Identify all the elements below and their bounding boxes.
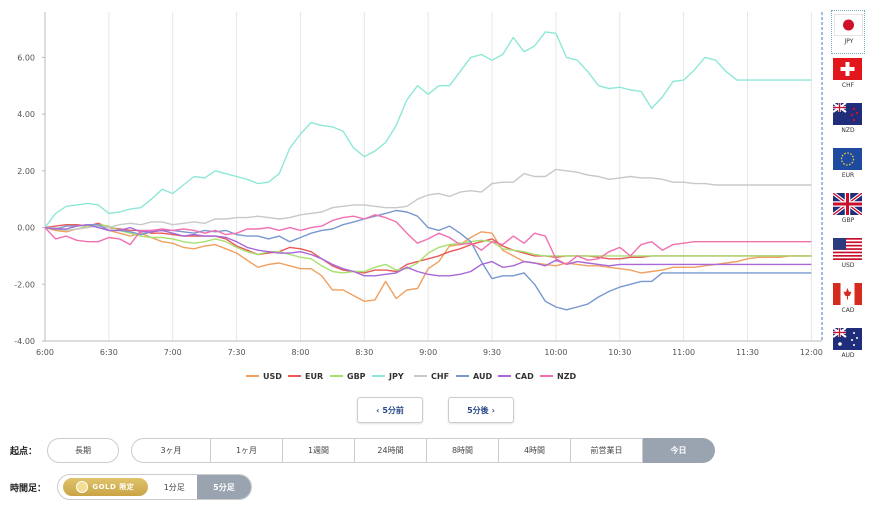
legend-label-aud: AUD — [473, 372, 492, 381]
start-option-long-term[interactable]: 長期 — [47, 438, 119, 463]
x-tick-label: 9:30 — [483, 348, 501, 357]
series-line-usd — [44, 223, 812, 302]
chevron-left-icon: ‹ — [376, 405, 380, 415]
series-line-cad — [44, 223, 812, 277]
currency-code-label: GBP — [841, 217, 855, 224]
x-tick-label: 10:30 — [608, 348, 631, 357]
legend-label-jpy: JPY — [388, 372, 404, 381]
x-tick-label: 8:30 — [355, 348, 373, 357]
flag-aud-icon — [832, 327, 862, 350]
legend-label-cad: CAD — [515, 372, 534, 381]
prev-5min-button[interactable]: ‹ 5分前 — [357, 397, 423, 423]
interval-option-1min[interactable]: 1分足 — [163, 482, 185, 492]
flag-usd-icon — [833, 238, 862, 260]
start-point-selector: 長期 3ヶ月 1ヶ月 1週間 24時間 8時間 4時間 前営業日 今日 — [47, 438, 715, 463]
chart-canvas: 6:00 6:30 7:00 7:30 8:00 8:30 9:00 9:30 10:00 10:… — [14, 12, 823, 381]
flag-chf-icon — [833, 58, 862, 80]
currency-code-label: AUD — [841, 352, 855, 359]
currency-code-label: EUR — [841, 172, 855, 179]
flag-eur-icon — [833, 148, 862, 170]
start-option-3-months[interactable]: 3ヶ月 — [131, 438, 211, 463]
x-tick-label: 9:00 — [419, 348, 437, 357]
x-tick-label: 6:00 — [36, 348, 54, 357]
chevron-right-icon: › — [491, 405, 495, 415]
y-tick-label: -2.00 — [14, 280, 35, 289]
start-option-prev-business-day[interactable]: 前営業日 — [571, 438, 643, 463]
start-option-8-hours[interactable]: 8時間 — [427, 438, 499, 463]
x-tick-label: 11:30 — [736, 348, 759, 357]
currency-flag-chf[interactable]: CHF — [831, 55, 865, 99]
y-tick-label: -4.00 — [14, 337, 35, 346]
flag-cad-icon — [833, 283, 862, 305]
legend-label-chf: CHF — [431, 372, 449, 381]
currency-flag-usd[interactable]: USD — [831, 235, 865, 279]
series-line-nzd — [44, 214, 812, 266]
currency-flag-jpy[interactable]: JPY — [831, 10, 865, 54]
x-tick-label: 10:00 — [544, 348, 567, 357]
currency-code-label: USD — [841, 262, 855, 269]
next-5min-label: 5分後 — [467, 405, 489, 415]
interval-label: 時間足： — [10, 484, 47, 494]
x-tick-label: 8:00 — [291, 348, 309, 357]
flag-jpy-icon — [833, 13, 864, 37]
flag-nzd-icon — [832, 102, 862, 125]
start-option-today[interactable]: 今日 — [643, 438, 715, 463]
series-line-jpy — [44, 31, 812, 229]
gold-limited-badge[interactable]: GOLD 限定 — [63, 478, 148, 496]
legend-label-gbp: GBP — [347, 372, 366, 381]
series-line-gbp — [44, 223, 812, 274]
y-tick-label: 2.00 — [17, 167, 35, 176]
currency-flag-nzd[interactable]: NZD — [831, 100, 865, 144]
interval-option-5min[interactable]: 5分足 — [196, 475, 251, 499]
legend-label-usd: USD — [263, 372, 282, 381]
interval-selector: GOLD 限定 1分足 5分足 — [57, 474, 252, 500]
legend-label-nzd: NZD — [557, 372, 576, 381]
start-option-1-month[interactable]: 1ヶ月 — [211, 438, 283, 463]
currency-flag-gbp[interactable]: GBP — [831, 190, 865, 234]
currency-flag-cad[interactable]: CAD — [831, 280, 865, 324]
x-tick-label: 12:00 — [800, 348, 823, 357]
currency-code-label: JPY — [844, 38, 854, 45]
x-tick-label: 7:30 — [228, 348, 246, 357]
x-tick-label: 7:00 — [164, 348, 182, 357]
prev-5min-label: 5分前 — [382, 405, 404, 415]
start-option-4-hours[interactable]: 4時間 — [499, 438, 571, 463]
start-option-1-week[interactable]: 1週間 — [283, 438, 355, 463]
currency-code-label: CHF — [841, 82, 855, 89]
y-tick-label: 6.00 — [17, 53, 35, 62]
y-tick-label: 4.00 — [17, 110, 35, 119]
start-point-label: 起点： — [10, 447, 38, 457]
next-5min-button[interactable]: 5分後 › — [448, 397, 514, 423]
start-option-24-hours[interactable]: 24時間 — [355, 438, 427, 463]
currency-code-label: CAD — [841, 307, 855, 314]
flag-gbp-icon — [831, 191, 864, 217]
currency-strength-chart: 6:00 6:30 7:00 7:30 8:00 8:30 9:00 9:30 10:00 10:… — [14, 12, 823, 381]
gold-limited-label: GOLD 限定 — [92, 483, 135, 491]
series-line-chf — [45, 168, 812, 232]
y-tick-label: 0.00 — [17, 224, 35, 233]
legend-label-eur: EUR — [305, 372, 323, 381]
x-tick-label: 11:00 — [672, 348, 695, 357]
currency-flag-aud[interactable]: AUD — [831, 325, 865, 369]
gold-coin-icon — [76, 481, 89, 493]
currency-code-label: NZD — [841, 127, 855, 134]
x-tick-label: 6:30 — [100, 348, 118, 357]
currency-flag-eur[interactable]: EUR — [831, 145, 865, 189]
